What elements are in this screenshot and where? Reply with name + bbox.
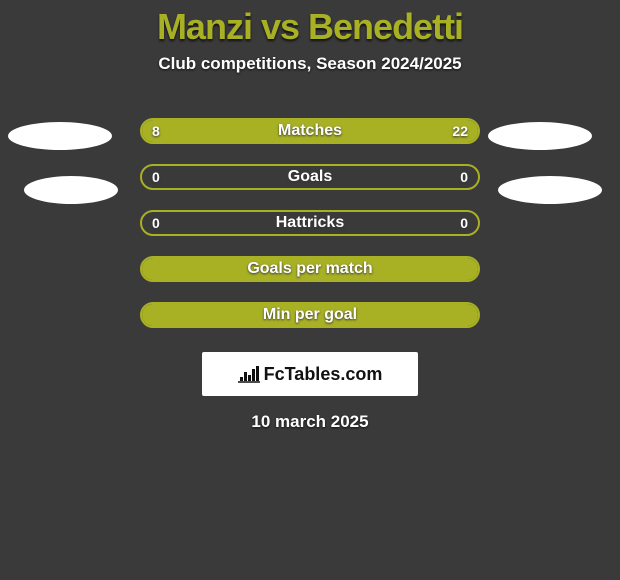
title-row: Manzi vs Benedetti xyxy=(0,0,620,48)
bars-icon xyxy=(238,365,260,383)
page-title: Manzi vs Benedetti xyxy=(157,6,463,48)
stat-label: Hattricks xyxy=(142,212,478,234)
stat-bar: Goals per match xyxy=(140,256,480,282)
comparison-infographic: Manzi vs Benedetti Club competitions, Se… xyxy=(0,0,620,580)
stat-bar: 822Matches xyxy=(140,118,480,144)
brand-text: FcTables.com xyxy=(238,364,383,385)
stat-row: Goals per match xyxy=(0,246,620,292)
subtitle: Club competitions, Season 2024/2025 xyxy=(0,54,620,74)
brand-box: FcTables.com xyxy=(202,352,418,396)
stat-label: Min per goal xyxy=(142,304,478,326)
stat-row: 00Hattricks xyxy=(0,200,620,246)
stat-label: Matches xyxy=(142,120,478,142)
player-photo-placeholder xyxy=(498,176,602,204)
stat-bar: Min per goal xyxy=(140,302,480,328)
player-right-name: Benedetti xyxy=(308,6,463,47)
stat-row: Min per goal xyxy=(0,292,620,338)
stat-bar: 00Hattricks xyxy=(140,210,480,236)
player-photo-placeholder xyxy=(8,122,112,150)
brand-label: FcTables.com xyxy=(264,364,383,385)
stat-label: Goals per match xyxy=(142,258,478,280)
vs-text: vs xyxy=(261,6,299,47)
stat-label: Goals xyxy=(142,166,478,188)
player-photo-placeholder xyxy=(488,122,592,150)
stat-bar: 00Goals xyxy=(140,164,480,190)
date-text: 10 march 2025 xyxy=(0,412,620,432)
player-left-name: Manzi xyxy=(157,6,252,47)
player-photo-placeholder xyxy=(24,176,118,204)
